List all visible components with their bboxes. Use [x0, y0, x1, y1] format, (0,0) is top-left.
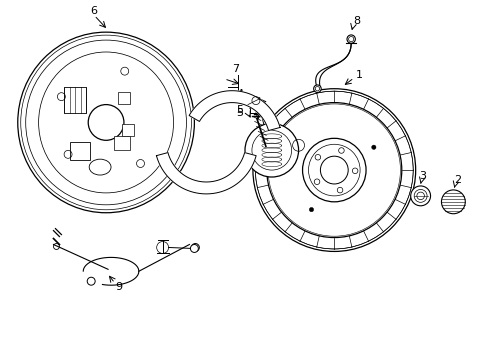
Circle shape	[346, 35, 355, 43]
Circle shape	[266, 103, 401, 238]
Ellipse shape	[18, 32, 194, 213]
Circle shape	[244, 123, 298, 177]
Text: 4: 4	[236, 90, 243, 100]
Circle shape	[191, 243, 199, 251]
Circle shape	[309, 207, 313, 212]
FancyBboxPatch shape	[118, 92, 130, 104]
Circle shape	[302, 138, 366, 202]
FancyBboxPatch shape	[122, 125, 134, 136]
Circle shape	[441, 190, 464, 214]
Circle shape	[190, 244, 198, 252]
Text: 5: 5	[236, 104, 243, 114]
Polygon shape	[189, 91, 280, 131]
Circle shape	[313, 85, 321, 93]
Text: 9: 9	[115, 282, 122, 292]
Circle shape	[320, 156, 347, 184]
FancyBboxPatch shape	[64, 87, 86, 113]
Text: 6: 6	[90, 6, 98, 16]
Ellipse shape	[39, 52, 173, 193]
Circle shape	[410, 186, 429, 206]
Polygon shape	[156, 153, 256, 194]
Text: 7: 7	[232, 64, 239, 74]
Circle shape	[371, 145, 375, 149]
Text: 4: 4	[236, 89, 243, 99]
Text: 5: 5	[236, 108, 243, 117]
Text: 3: 3	[418, 171, 425, 181]
Text: 2: 2	[453, 175, 460, 185]
Circle shape	[87, 277, 95, 285]
Circle shape	[252, 89, 415, 251]
Circle shape	[292, 145, 296, 149]
FancyBboxPatch shape	[70, 142, 90, 160]
FancyBboxPatch shape	[114, 136, 130, 150]
Text: 8: 8	[353, 16, 360, 26]
Text: 1: 1	[355, 70, 362, 80]
